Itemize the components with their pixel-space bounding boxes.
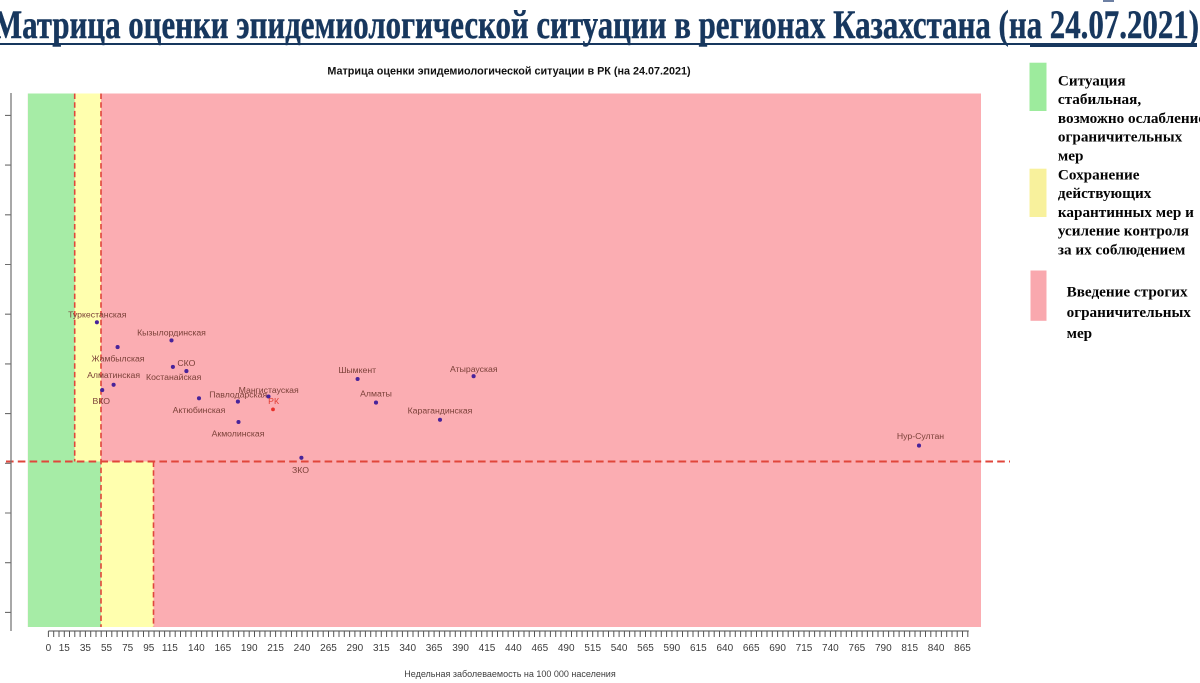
svg-text:265: 265 xyxy=(320,643,337,654)
svg-text:Акмолинская: Акмолинская xyxy=(212,429,265,439)
svg-text:Жамбылская: Жамбылская xyxy=(92,354,145,364)
svg-text:465: 465 xyxy=(531,643,548,654)
svg-text:0: 0 xyxy=(46,643,52,654)
svg-text:690: 690 xyxy=(769,643,786,654)
svg-text:615: 615 xyxy=(690,643,707,654)
svg-text:840: 840 xyxy=(928,643,945,654)
svg-text:190: 190 xyxy=(241,643,258,654)
svg-text:за их соблюдением: за их соблюдением xyxy=(1058,242,1185,259)
svg-text:Сохранение: Сохранение xyxy=(1058,166,1140,183)
svg-text:765: 765 xyxy=(849,643,866,654)
svg-text:290: 290 xyxy=(347,643,364,654)
svg-text:515: 515 xyxy=(584,643,601,654)
svg-text:215: 215 xyxy=(267,643,284,654)
svg-text:Актюбинская: Актюбинская xyxy=(173,405,226,415)
svg-text:115: 115 xyxy=(162,643,178,654)
svg-text:Атырауская: Атырауская xyxy=(450,364,498,374)
svg-text:Туркестанская: Туркестанская xyxy=(68,310,127,320)
svg-text:740: 740 xyxy=(822,643,839,654)
svg-text:Шымкент: Шымкент xyxy=(338,365,376,375)
svg-text:Алматы: Алматы xyxy=(360,389,392,399)
svg-text:стабильная,: стабильная, xyxy=(1058,91,1141,108)
svg-text:440: 440 xyxy=(505,643,522,654)
svg-text:640: 640 xyxy=(716,643,733,654)
svg-text:790: 790 xyxy=(875,643,892,654)
svg-text:Ситуация: Ситуация xyxy=(1058,72,1126,89)
svg-text:165: 165 xyxy=(214,643,231,654)
svg-text:Недельная заболеваемость на 10: Недельная заболеваемость на 100 000 насе… xyxy=(404,669,616,679)
svg-text:715: 715 xyxy=(796,643,813,654)
svg-text:ЗКО: ЗКО xyxy=(292,465,309,475)
svg-text:действующих: действующих xyxy=(1058,185,1152,202)
svg-text:340: 340 xyxy=(399,643,416,654)
svg-text:Алматинская: Алматинская xyxy=(87,370,140,380)
svg-text:Кызылординская: Кызылординская xyxy=(137,328,206,338)
svg-text:ограничительных: ограничительных xyxy=(1058,129,1183,146)
svg-text:карантинных мер и: карантинных мер и xyxy=(1058,204,1194,221)
svg-text:Введение строгих: Введение строгих xyxy=(1067,283,1188,300)
svg-text:Костанайская: Костанайская xyxy=(146,372,202,382)
svg-text:ВКО: ВКО xyxy=(93,396,111,406)
svg-text:590: 590 xyxy=(664,643,681,654)
svg-text:665: 665 xyxy=(743,643,760,654)
svg-text:возможно ослабление: возможно ослабление xyxy=(1058,110,1200,127)
svg-text:35: 35 xyxy=(80,643,92,654)
svg-text:Карагандинская: Карагандинская xyxy=(408,406,473,416)
svg-text:мер: мер xyxy=(1058,148,1084,165)
svg-text:240: 240 xyxy=(294,643,311,654)
svg-text:815: 815 xyxy=(901,643,918,654)
svg-text:75: 75 xyxy=(122,643,134,654)
svg-text:Павлодарская: Павлодарская xyxy=(209,390,267,400)
svg-text:55: 55 xyxy=(101,643,113,654)
svg-text:Мангистауская: Мангистауская xyxy=(239,385,299,395)
svg-text:315: 315 xyxy=(373,643,390,654)
svg-text:490: 490 xyxy=(558,643,575,654)
svg-text:540: 540 xyxy=(611,643,628,654)
svg-text:мер: мер xyxy=(1067,325,1093,342)
svg-text:390: 390 xyxy=(452,643,469,654)
svg-text:865: 865 xyxy=(954,643,971,654)
svg-text:140: 140 xyxy=(188,643,205,654)
svg-text:ограничительных: ограничительных xyxy=(1067,304,1192,321)
svg-text:РК: РК xyxy=(268,396,280,406)
svg-text:95: 95 xyxy=(143,643,155,654)
svg-text:565: 565 xyxy=(637,643,654,654)
svg-text:Матрица оценки эпидемиологичес: Матрица оценки эпидемиологической ситуац… xyxy=(327,66,691,78)
svg-text:365: 365 xyxy=(426,643,443,654)
svg-text:Нур-Султан: Нур-Султан xyxy=(897,431,944,441)
svg-text:усиление контроля: усиление контроля xyxy=(1058,223,1189,240)
svg-text:СКО: СКО xyxy=(177,358,195,368)
svg-text:15: 15 xyxy=(59,643,71,654)
svg-text:415: 415 xyxy=(479,643,496,654)
